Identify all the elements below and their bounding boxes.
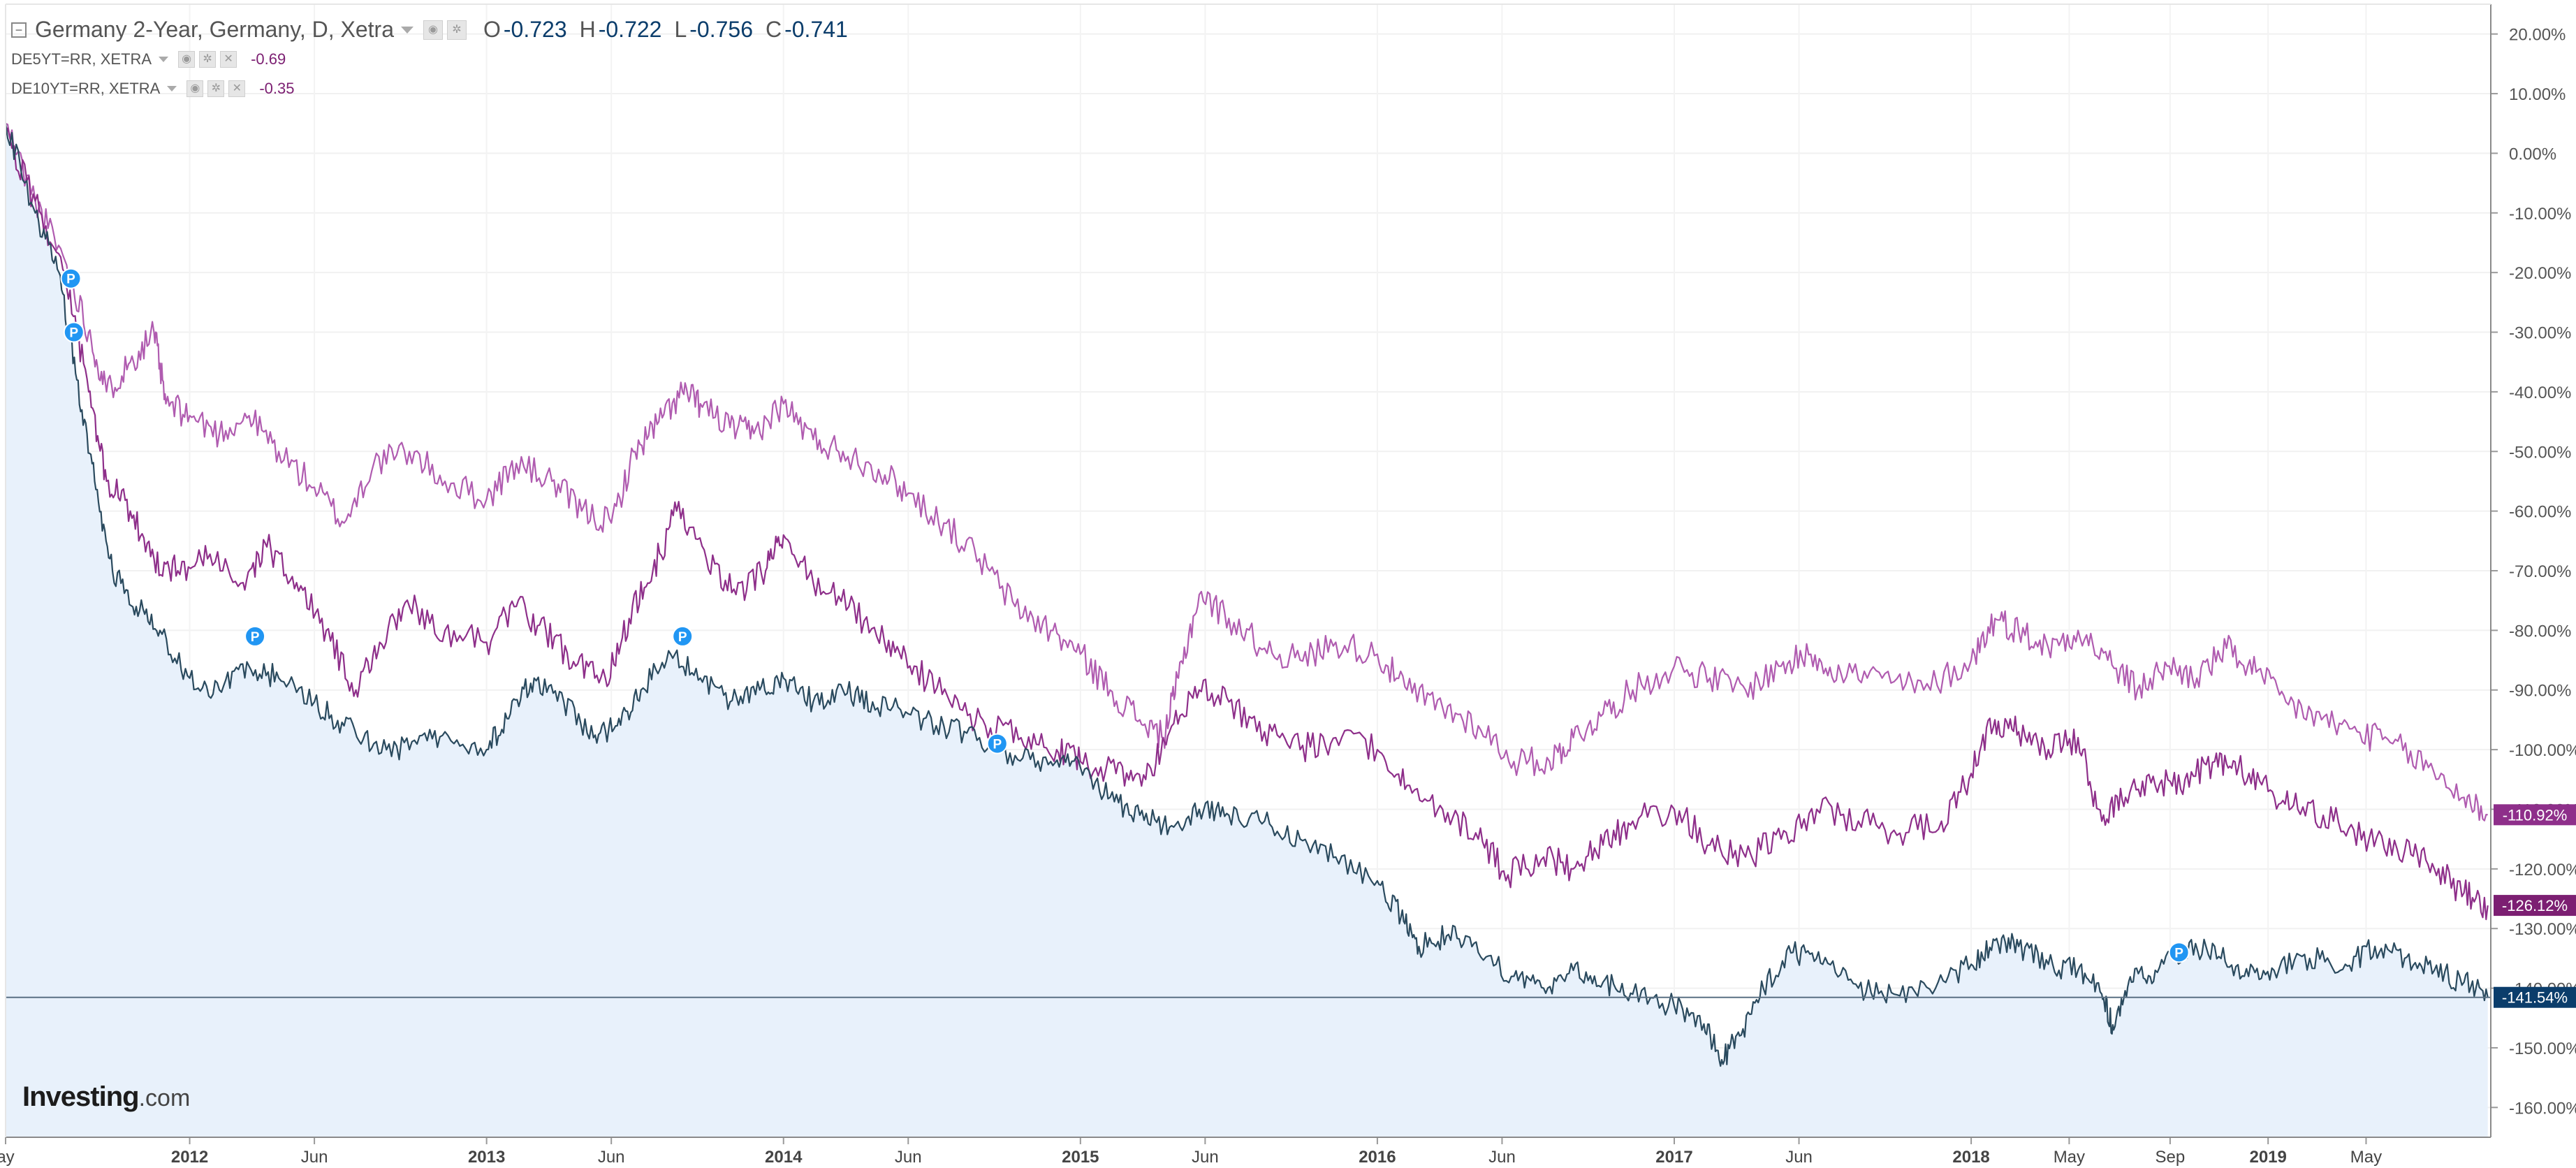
dropdown-caret-icon[interactable] (159, 57, 169, 62)
legend-de5y-label[interactable]: DE5YT=RR, XETRA (11, 50, 152, 68)
last-value-tag (2494, 986, 2576, 1008)
y-tick-label: 10.00% (2509, 85, 2566, 104)
pine-marker-icon[interactable]: P (2168, 942, 2190, 963)
x-tick-label: May (2054, 1148, 2085, 1167)
eye-icon[interactable]: ◉ (178, 51, 196, 68)
y-tick-label: -20.00% (2509, 264, 2571, 283)
marker-label: P (993, 738, 1002, 752)
marker-circle (63, 321, 85, 343)
series-de5y-last-tag: -126.12% (2494, 895, 2576, 917)
series-de10y-line (5, 122, 2488, 822)
close-icon[interactable]: ✕ (228, 80, 246, 97)
ohlc-close-key: C (765, 17, 782, 42)
marker-label: P (66, 272, 75, 287)
last-value-tag (2494, 895, 2576, 917)
marker-circle (244, 625, 266, 647)
x-tick-label: Jun (1192, 1148, 1219, 1167)
legend-de10y-value: -0.35 (259, 80, 295, 97)
logo-main-text: Investing (22, 1081, 140, 1112)
y-tick-label: -130.00% (2509, 920, 2576, 939)
legend-main-row[interactable]: − Germany 2-Year, Germany, D, Xetra ◉ ✲ … (11, 17, 848, 43)
marker-label: P (69, 326, 78, 341)
investing-logo: Investing.com (22, 1081, 190, 1113)
eye-icon[interactable]: ◉ (186, 80, 204, 97)
x-tick-label: May (2350, 1148, 2382, 1167)
series-de2y-last-tag: -141.54% (2494, 986, 2576, 1008)
y-tick-label: -60.00% (2509, 503, 2571, 522)
x-tick-label: 2016 (1359, 1148, 1396, 1167)
y-tick-label: 20.00% (2509, 26, 2566, 45)
pine-marker-icon[interactable]: P (244, 625, 266, 647)
y-tick-label: -80.00% (2509, 622, 2571, 641)
y-tick-label: -160.00% (2509, 1099, 2576, 1118)
pine-marker-icon[interactable]: P (986, 733, 1008, 754)
series-de10y-last-tag: -110.92% (2494, 804, 2576, 826)
legend-row-de5y[interactable]: DE5YT=RR, XETRA ◉ ✲ ✕ -0.69 (11, 50, 286, 68)
x-tick-label: 2019 (2249, 1148, 2286, 1167)
last-value-label: -110.92% (2503, 806, 2568, 824)
ohlc-low-value: -0.756 (689, 17, 753, 42)
y-tick-label: -40.00% (2509, 384, 2571, 402)
ohlc-low-key: L (674, 17, 687, 42)
x-tick-label: Jun (1488, 1148, 1516, 1167)
legend-row-de10y[interactable]: DE10YT=RR, XETRA ◉ ✲ ✕ -0.35 (11, 80, 295, 98)
pine-marker-icon[interactable]: P (672, 625, 694, 647)
y-tick-label: -100.00% (2509, 741, 2576, 760)
x-tick-label: 2018 (1952, 1148, 1989, 1167)
last-value-tag (2494, 804, 2576, 826)
y-tick-label: 0.00% (2509, 145, 2556, 163)
x-tick-label: 2012 (171, 1148, 208, 1167)
x-tick-label: 2014 (765, 1148, 803, 1167)
close-icon[interactable]: ✕ (220, 51, 237, 68)
marker-circle (60, 268, 82, 289)
marker-label: P (2174, 946, 2183, 961)
marker-label: P (678, 630, 687, 645)
x-tick-label: Jun (895, 1148, 922, 1167)
marker-circle (986, 733, 1008, 754)
eye-icon[interactable]: ◉ (423, 20, 443, 40)
collapse-icon[interactable]: − (11, 22, 27, 38)
legend-de10y-label[interactable]: DE10YT=RR, XETRA (11, 80, 161, 97)
y-tick-label: -150.00% (2509, 1039, 2576, 1058)
series-de5y-line (4, 127, 2489, 921)
x-tick-label: Jun (301, 1148, 328, 1167)
pine-marker-icon[interactable]: P (60, 268, 82, 289)
legend-main-label[interactable]: Germany 2-Year, Germany, D, Xetra (35, 17, 394, 42)
x-tick-label: Sep (2156, 1148, 2186, 1167)
x-tick-label: Jun (598, 1148, 625, 1167)
y-tick-label: -50.00% (2509, 443, 2571, 462)
logo-suffix-text: .com (138, 1085, 191, 1111)
dropdown-caret-icon[interactable] (167, 86, 177, 92)
y-tick-label: -120.00% (2509, 861, 2576, 879)
x-tick-label: ay (0, 1148, 15, 1167)
series-de2y-area (6, 123, 2488, 1138)
last-value-label: -141.54% (2502, 989, 2568, 1007)
settings-icon[interactable]: ✲ (446, 20, 467, 40)
dropdown-caret-icon[interactable] (400, 26, 414, 34)
series-de2y-line (4, 123, 2489, 1067)
marker-label: P (251, 630, 260, 645)
y-tick-label: -70.00% (2509, 562, 2571, 581)
ohlc-open-key: O (483, 17, 501, 42)
ohlc-close-value: -0.741 (784, 17, 848, 42)
y-tick-label: -30.00% (2509, 324, 2571, 343)
marker-circle (672, 625, 694, 647)
ohlc-high-value: -0.722 (598, 17, 662, 42)
pine-marker-icon[interactable]: P (63, 321, 85, 343)
marker-circle (2168, 942, 2190, 963)
x-tick-label: 2013 (468, 1148, 505, 1167)
ohlc-high-key: H (579, 17, 596, 42)
ohlc-open-value: -0.723 (503, 17, 567, 42)
legend-de5y-value: -0.69 (251, 50, 286, 68)
x-tick-label: 2017 (1655, 1148, 1692, 1167)
settings-icon[interactable]: ✲ (199, 51, 217, 68)
y-tick-label: -10.00% (2509, 205, 2571, 224)
x-tick-label: 2015 (1062, 1148, 1099, 1167)
y-tick-label: -90.00% (2509, 682, 2571, 701)
last-value-label: -126.12% (2502, 897, 2568, 914)
x-tick-label: Jun (1785, 1148, 1813, 1167)
settings-icon[interactable]: ✲ (207, 80, 225, 97)
